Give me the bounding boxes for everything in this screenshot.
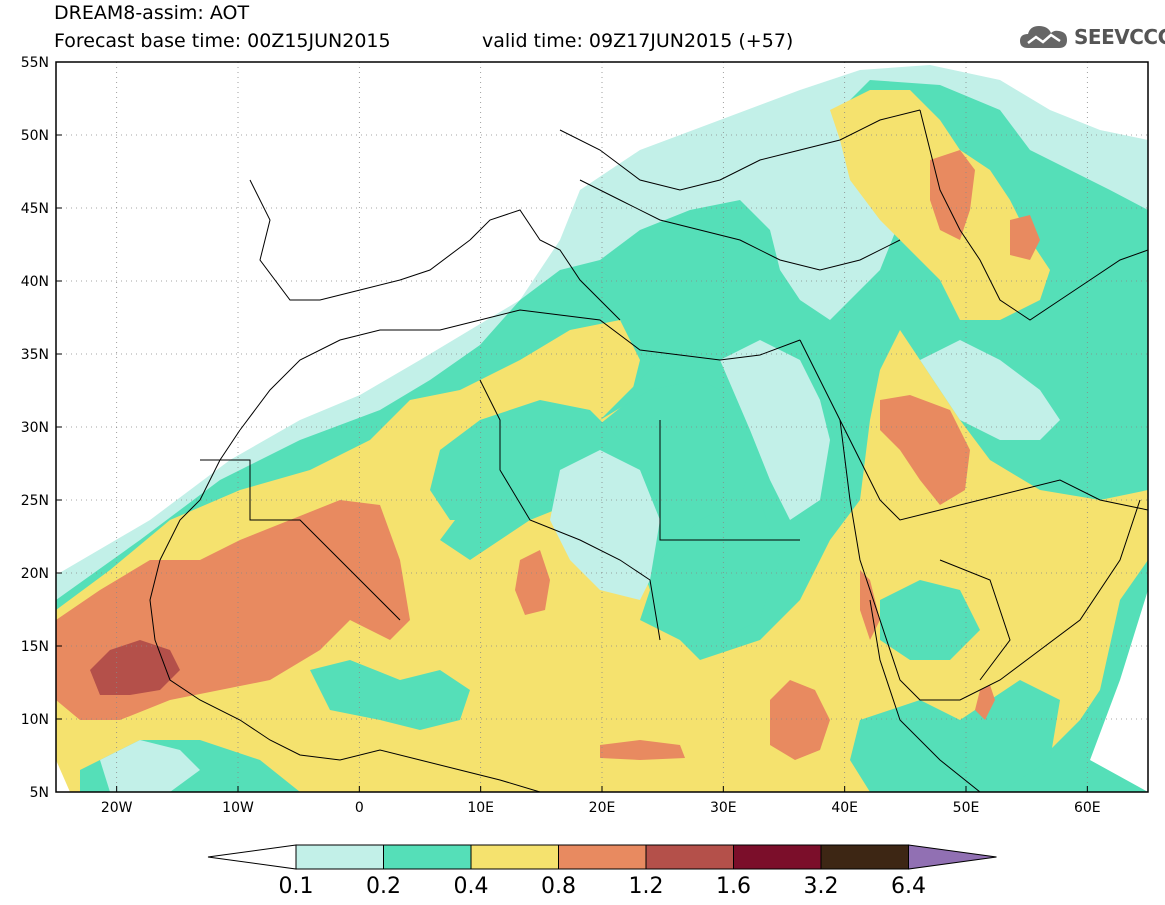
lon-label: 50E: [953, 800, 980, 816]
cloud-icon: [1020, 26, 1067, 48]
colorbar-label: 0.2: [366, 874, 401, 899]
colorbar-segment: [383, 844, 472, 870]
lon-label: 0: [355, 800, 364, 816]
aot-patch-nigeria-green: [310, 660, 470, 730]
colorbar: [207, 844, 997, 870]
aot-contour-12-16-senegal: [90, 640, 180, 695]
colorbar-segment: [470, 844, 559, 870]
aot-patch-gulf-lightcyan: [100, 740, 200, 792]
valid-time: valid time: 09Z17JUN2015 (+57): [482, 30, 794, 52]
colorbar-label: 1.6: [716, 874, 751, 899]
aot-field: [56, 62, 1148, 792]
aot-patch-iran-lightcyan: [920, 340, 1060, 440]
lat-label: 45N: [21, 201, 49, 217]
colorbar-segment: [820, 844, 909, 870]
mask-sw: [56, 760, 70, 792]
mask-se: [1090, 590, 1148, 792]
colorbar-label: 0.4: [454, 874, 489, 899]
aot-contour-08-12-kazakh: [1010, 215, 1040, 260]
seevccc-logo: SEEVCCC: [1018, 22, 1165, 52]
lon-label: 40E: [831, 800, 858, 816]
forecast-base-time: Forecast base time: 00Z15JUN2015: [54, 30, 391, 52]
lat-label: 10N: [21, 712, 49, 728]
aot-patch-egypt-lightcyan: [720, 340, 830, 520]
colorbar-label: 0.1: [279, 874, 314, 899]
aot-contour-08-12-ethiopia: [770, 680, 830, 760]
colorbar-labels: 0.1 0.2 0.4 0.8 1.2 1.6 3.2 6.4: [279, 874, 927, 899]
colorbar-segment: [295, 844, 384, 870]
lat-label: 55N: [21, 55, 49, 71]
logo-text: SEEVCCC: [1074, 25, 1165, 49]
lon-label: 30E: [710, 800, 737, 816]
lat-label: 25N: [21, 493, 49, 509]
colorbar-segment: [558, 844, 647, 870]
colorbar-label: 3.2: [804, 874, 839, 899]
aot-contour-08-12-volga: [930, 150, 975, 240]
colorbar-label: 1.2: [629, 874, 664, 899]
lon-label: 60E: [1074, 800, 1101, 816]
aot-patch-chad-lightcyan: [550, 450, 660, 600]
colorbar-segment: [733, 844, 822, 870]
aot-patch-arabia-green: [880, 580, 980, 660]
aot-contour-08-12-congo: [600, 740, 685, 760]
lat-label: 15N: [21, 639, 49, 655]
map-title: DREAM8-assim: AOT: [54, 2, 250, 24]
colorbar-under-arrow: [207, 844, 297, 870]
aot-contour-08-12-iraq: [880, 395, 970, 505]
aot-patch-somalia-green: [850, 680, 1060, 792]
aot-contour-08-12-redsea: [860, 570, 880, 640]
aot-contour-08-12-horn: [975, 685, 995, 720]
colorbar-label: 0.8: [541, 874, 576, 899]
lat-label: 35N: [21, 347, 49, 363]
latitude-labels: 55N 50N 45N 40N 35N 30N 25N 20N 15N 10N 5N: [21, 55, 62, 801]
lon-label: 20W: [101, 800, 133, 816]
lat-label: 50N: [21, 128, 49, 144]
lon-label: 10E: [467, 800, 494, 816]
longitude-labels: 20W 10W 0 10E 20E 30E 40E 50E 60E: [101, 786, 1101, 816]
coastlines: [149, 109, 1148, 792]
aot-contour-08-12-niger: [515, 550, 550, 615]
lat-label: 40N: [21, 274, 49, 290]
colorbar-over-arrow: [908, 844, 997, 870]
lat-label: 20N: [21, 566, 49, 582]
colorbar-segment: [645, 844, 734, 870]
lat-label: 30N: [21, 420, 49, 436]
colorbar-label: 6.4: [891, 874, 926, 899]
lon-label: 20E: [589, 800, 616, 816]
lon-label: 10W: [222, 800, 254, 816]
gridlines: [56, 62, 1148, 792]
lat-label: 5N: [30, 785, 49, 801]
